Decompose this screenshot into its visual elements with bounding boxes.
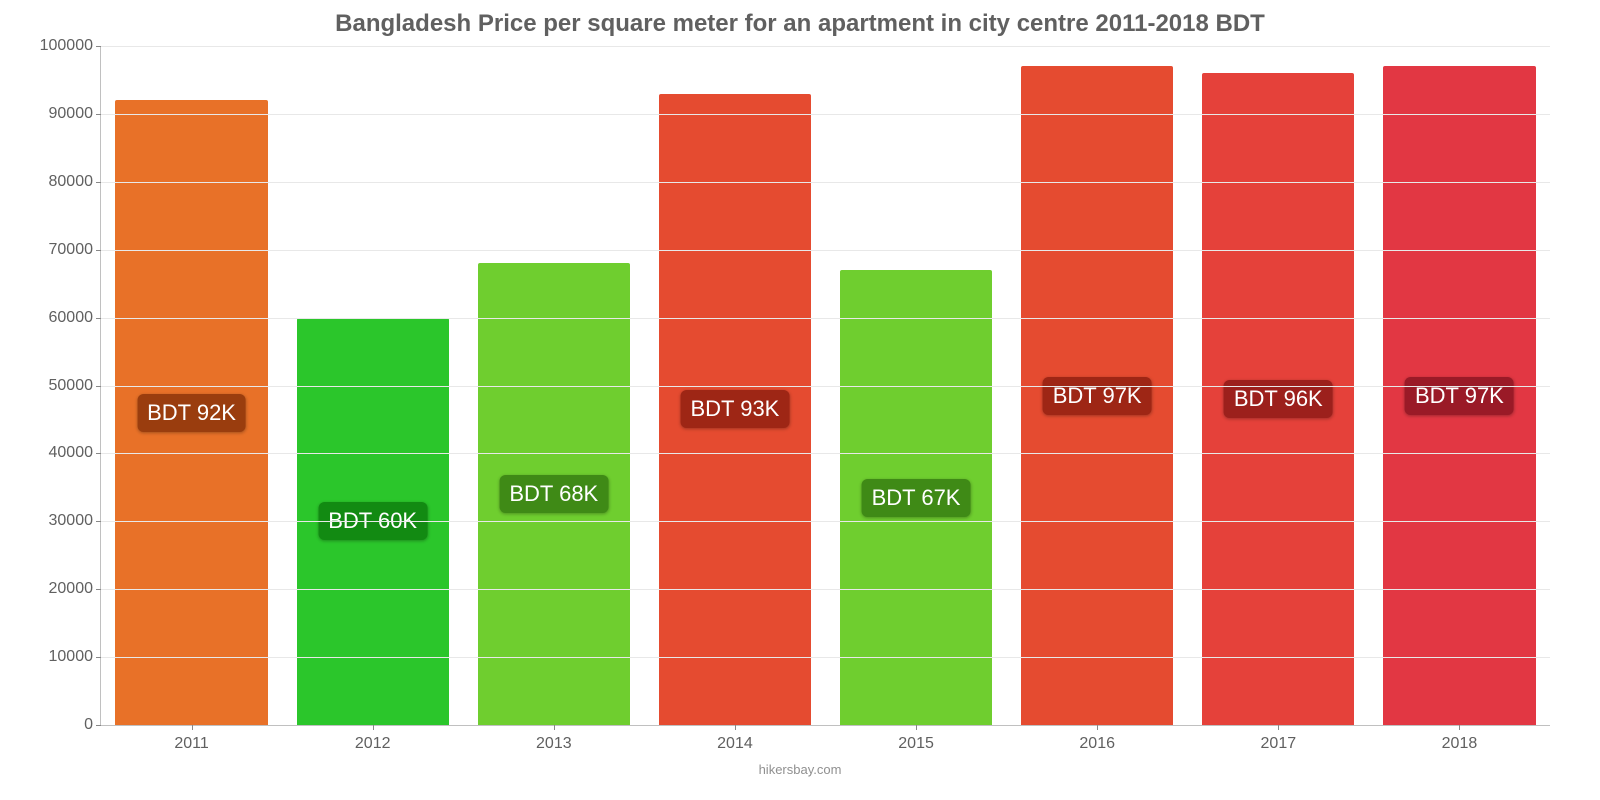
ytick-mark bbox=[96, 725, 101, 726]
bar: BDT 97K bbox=[1383, 66, 1535, 725]
gridline bbox=[101, 318, 1550, 319]
ytick-mark bbox=[96, 114, 101, 115]
ytick-mark bbox=[96, 182, 101, 183]
bar-value-label: BDT 97K bbox=[1043, 377, 1152, 415]
gridline bbox=[101, 46, 1550, 47]
ytick-label: 40000 bbox=[49, 444, 94, 462]
gridline bbox=[101, 521, 1550, 522]
ytick-mark bbox=[96, 589, 101, 590]
ytick-mark bbox=[96, 46, 101, 47]
ytick-label: 50000 bbox=[49, 377, 94, 395]
plot-area: BDT 92K2011BDT 60K2012BDT 68K2013BDT 93K… bbox=[100, 46, 1550, 726]
xtick-label: 2015 bbox=[898, 735, 934, 753]
bar-value-label: BDT 92K bbox=[137, 394, 246, 432]
ytick-label: 90000 bbox=[49, 105, 94, 123]
bar-value-label: BDT 68K bbox=[499, 475, 608, 513]
bar: BDT 97K bbox=[1021, 66, 1173, 725]
xtick-label: 2013 bbox=[536, 735, 572, 753]
gridline bbox=[101, 250, 1550, 251]
bar-value-label: BDT 97K bbox=[1405, 377, 1514, 415]
bar: BDT 93K bbox=[659, 94, 811, 725]
chart-title: Bangladesh Price per square meter for an… bbox=[30, 10, 1570, 38]
ytick-mark bbox=[96, 521, 101, 522]
bar: BDT 92K bbox=[115, 100, 267, 725]
bar-value-label: BDT 93K bbox=[680, 390, 789, 428]
ytick-label: 80000 bbox=[49, 173, 94, 191]
ytick-label: 30000 bbox=[49, 512, 94, 530]
gridline bbox=[101, 182, 1550, 183]
xtick-mark bbox=[916, 725, 917, 730]
xtick-mark bbox=[1278, 725, 1279, 730]
xtick-label: 2014 bbox=[717, 735, 753, 753]
ytick-label: 100000 bbox=[40, 37, 93, 55]
ytick-label: 10000 bbox=[49, 648, 94, 666]
gridline bbox=[101, 386, 1550, 387]
bar-value-label: BDT 67K bbox=[862, 479, 971, 517]
ytick-mark bbox=[96, 453, 101, 454]
xtick-label: 2018 bbox=[1442, 735, 1478, 753]
bar: BDT 68K bbox=[478, 263, 630, 725]
xtick-label: 2017 bbox=[1261, 735, 1297, 753]
chart-container: Bangladesh Price per square meter for an… bbox=[0, 0, 1600, 800]
xtick-mark bbox=[192, 725, 193, 730]
ytick-label: 0 bbox=[84, 716, 93, 734]
ytick-label: 70000 bbox=[49, 241, 94, 259]
gridline bbox=[101, 453, 1550, 454]
ytick-mark bbox=[96, 250, 101, 251]
gridline bbox=[101, 657, 1550, 658]
xtick-mark bbox=[554, 725, 555, 730]
xtick-mark bbox=[735, 725, 736, 730]
xtick-mark bbox=[1097, 725, 1098, 730]
xtick-label: 2012 bbox=[355, 735, 391, 753]
ytick-label: 20000 bbox=[49, 580, 94, 598]
gridline bbox=[101, 589, 1550, 590]
bar: BDT 96K bbox=[1202, 73, 1354, 725]
ytick-mark bbox=[96, 318, 101, 319]
xtick-mark bbox=[1459, 725, 1460, 730]
attribution-text: hikersbay.com bbox=[30, 762, 1570, 777]
ytick-mark bbox=[96, 657, 101, 658]
gridline bbox=[101, 114, 1550, 115]
xtick-label: 2016 bbox=[1079, 735, 1115, 753]
ytick-mark bbox=[96, 386, 101, 387]
xtick-mark bbox=[373, 725, 374, 730]
xtick-label: 2011 bbox=[174, 735, 208, 753]
ytick-label: 60000 bbox=[49, 309, 94, 327]
